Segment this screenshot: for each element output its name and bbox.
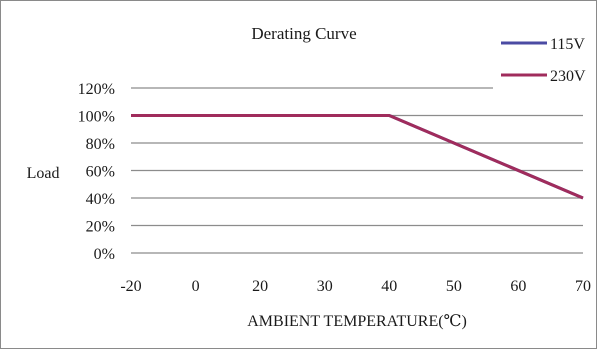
x-tick-label: -20: [120, 278, 141, 295]
legend: 115V 230V: [501, 36, 586, 85]
y-tick-label: 120%: [78, 81, 115, 98]
x-tick-label: 70: [575, 278, 591, 295]
x-tick-label: 40: [381, 278, 397, 295]
x-tick-label: 60: [510, 278, 526, 295]
series-layer: [131, 114, 584, 200]
x-axis-label: AMBIENT TEMPERATURE(℃): [247, 313, 467, 330]
x-tick-label: 0: [192, 278, 200, 295]
legend-label: 115V: [550, 36, 585, 53]
y-tick-label: 80%: [86, 136, 115, 153]
y-tick-label: 40%: [86, 191, 115, 208]
tick-layer: 0% 20% 40% 60% 80% 100% 120% -20 0 20 30 40 50 60 70: [78, 81, 591, 295]
y-tick-label: 0%: [94, 246, 115, 263]
y-tick-label: 20%: [86, 219, 115, 236]
series-line-230v: [131, 114, 584, 200]
series-line-115v: [131, 114, 584, 200]
y-tick-label: 60%: [86, 164, 115, 181]
legend-label: 230V: [550, 68, 586, 85]
x-tick-label: 30: [317, 278, 333, 295]
y-tick-label: 100%: [78, 109, 115, 126]
x-tick-label: 20: [252, 278, 268, 295]
x-tick-label: 50: [446, 278, 462, 295]
y-axis-label: Load: [27, 165, 60, 182]
chart-title: Derating Curve: [251, 24, 356, 43]
